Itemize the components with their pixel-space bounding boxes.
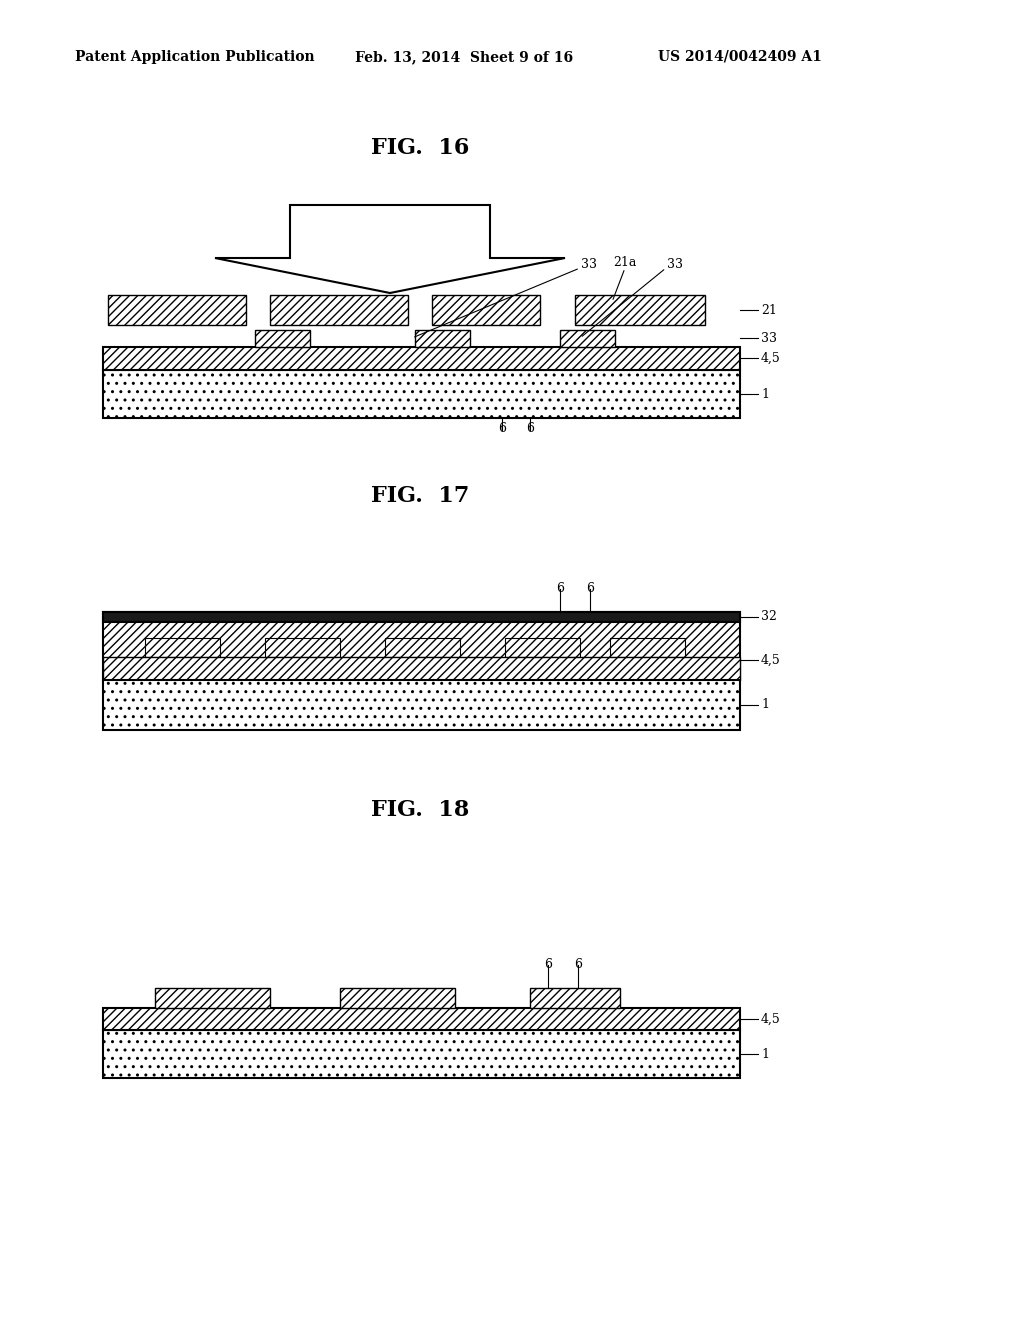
Text: FIG.  17: FIG. 17 bbox=[371, 484, 469, 507]
Text: 4,5: 4,5 bbox=[761, 1012, 780, 1026]
Text: US 2014/0042409 A1: US 2014/0042409 A1 bbox=[658, 50, 822, 63]
Text: 32: 32 bbox=[761, 610, 777, 623]
Text: 21: 21 bbox=[761, 304, 777, 317]
Bar bbox=[575, 294, 705, 325]
Bar bbox=[103, 370, 740, 418]
Text: 6: 6 bbox=[556, 582, 564, 595]
Text: 6: 6 bbox=[498, 422, 506, 436]
Bar bbox=[340, 987, 455, 1008]
Text: 1: 1 bbox=[761, 1048, 769, 1060]
Bar bbox=[103, 680, 740, 730]
Bar bbox=[103, 1008, 740, 1030]
Text: 33: 33 bbox=[667, 257, 683, 271]
Bar bbox=[415, 330, 470, 347]
Text: 6: 6 bbox=[526, 422, 534, 436]
Bar bbox=[560, 330, 615, 347]
Bar bbox=[103, 612, 740, 622]
Text: 4,5: 4,5 bbox=[761, 653, 780, 667]
Text: Patent Application Publication: Patent Application Publication bbox=[75, 50, 314, 63]
Text: FIG.  18: FIG. 18 bbox=[371, 799, 469, 821]
Bar bbox=[432, 294, 540, 325]
Bar bbox=[155, 987, 270, 1008]
Bar bbox=[270, 294, 408, 325]
Text: 1: 1 bbox=[761, 388, 769, 400]
Text: 1: 1 bbox=[761, 698, 769, 711]
Text: FIG.  16: FIG. 16 bbox=[371, 137, 469, 158]
Text: 6: 6 bbox=[544, 958, 552, 972]
Text: 6: 6 bbox=[574, 958, 582, 972]
Text: 4,5: 4,5 bbox=[761, 351, 780, 364]
Text: 21a: 21a bbox=[613, 256, 636, 268]
Bar bbox=[103, 347, 740, 370]
Bar bbox=[530, 987, 620, 1008]
Bar bbox=[255, 330, 310, 347]
Polygon shape bbox=[215, 205, 565, 293]
Bar bbox=[505, 638, 580, 657]
Bar bbox=[385, 638, 460, 657]
Bar bbox=[610, 638, 685, 657]
Text: 6: 6 bbox=[586, 582, 594, 595]
Bar bbox=[103, 612, 740, 681]
Text: 33: 33 bbox=[581, 257, 597, 271]
Text: Feb. 13, 2014  Sheet 9 of 16: Feb. 13, 2014 Sheet 9 of 16 bbox=[355, 50, 573, 63]
Bar bbox=[265, 638, 340, 657]
Bar bbox=[108, 294, 246, 325]
Bar bbox=[103, 1030, 740, 1078]
Bar bbox=[145, 638, 220, 657]
Text: 33: 33 bbox=[761, 331, 777, 345]
Bar bbox=[103, 657, 740, 680]
